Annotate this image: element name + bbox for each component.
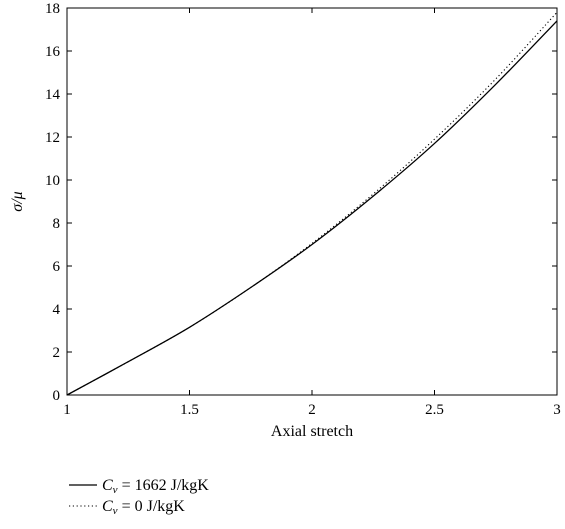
series-line-1 bbox=[66, 20, 558, 396]
y-tick-label: 10 bbox=[45, 173, 60, 189]
axis-ticks: 1 1.5 2 2.5 3 0 2 4 6 8 10 12 14 16 18 bbox=[45, 1, 561, 418]
legend-label-1: Cv = 1662 J/kgK bbox=[102, 477, 209, 496]
y-tick-label: 0 bbox=[53, 388, 61, 404]
plot-area bbox=[66, 7, 558, 396]
x-tick-label: 3 bbox=[553, 402, 561, 418]
y-tick-label: 2 bbox=[53, 345, 61, 361]
x-tick-label: 2 bbox=[308, 402, 316, 418]
x-tick-label: 1.5 bbox=[180, 402, 199, 418]
legend-label-2: Cv = 0 J/kgK bbox=[102, 498, 185, 517]
y-tick-label: 12 bbox=[45, 130, 60, 146]
y-tick-label: 16 bbox=[45, 44, 61, 60]
plot-frame bbox=[66, 7, 558, 396]
x-tick-label: 2.5 bbox=[425, 402, 444, 418]
series-line-2 bbox=[66, 11, 558, 396]
x-tick-label: 1 bbox=[63, 402, 71, 418]
legend: Cv = 1662 J/kgK Cv = 0 J/kgK bbox=[69, 477, 209, 517]
y-tick-label: 14 bbox=[45, 87, 61, 103]
y-tick-label: 18 bbox=[45, 1, 60, 17]
y-axis-label: σ/μ bbox=[9, 191, 26, 211]
x-axis-label: Axial stretch bbox=[271, 423, 353, 440]
y-tick-label: 4 bbox=[53, 302, 61, 318]
y-tick-label: 8 bbox=[53, 216, 61, 232]
y-tick-label: 6 bbox=[53, 259, 61, 275]
